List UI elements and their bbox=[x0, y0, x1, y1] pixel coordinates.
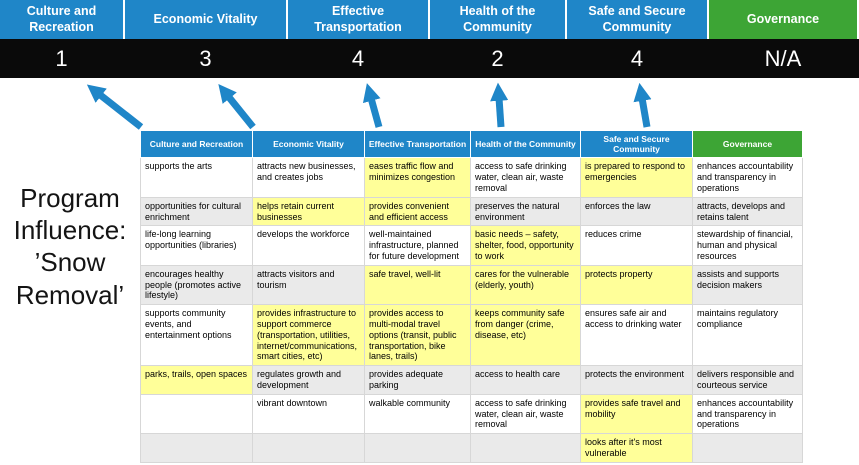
influence-cell: protects the environment bbox=[580, 365, 693, 395]
influence-cell: supports the arts bbox=[140, 157, 253, 198]
influence-cell: helps retain current businesses bbox=[252, 196, 365, 227]
influence-cell bbox=[140, 393, 253, 435]
arrow-up-icon bbox=[633, 82, 652, 128]
influence-cell: delivers responsible and courteous servi… bbox=[692, 365, 803, 395]
pillar-banner-cell: Governance bbox=[709, 0, 857, 39]
pillar-score: 1 bbox=[55, 45, 68, 71]
influence-cell: ensures safe air and access to drinking … bbox=[580, 304, 693, 367]
table-header-health-of-the-community: Health of the Community bbox=[470, 129, 581, 159]
influence-cell: encourages healthy people (promotes acti… bbox=[140, 264, 253, 306]
influence-cell: attracts, develops and retains talent bbox=[692, 196, 803, 227]
score-arrows bbox=[86, 82, 652, 130]
influence-cell: stewardship of financial, human and phys… bbox=[692, 225, 803, 266]
pillar-score: N/A bbox=[764, 45, 802, 71]
influence-cell: basic needs – safety, shelter, food, opp… bbox=[470, 225, 581, 266]
influence-cell: enhances accountability and transparency… bbox=[692, 393, 803, 435]
influence-cell: protects property bbox=[580, 264, 693, 306]
table-row: supports community events, and entertain… bbox=[140, 304, 803, 367]
influence-cell bbox=[252, 433, 365, 463]
influence-cell: maintains regulatory compliance bbox=[692, 304, 803, 367]
influence-cell: reduces crime bbox=[580, 225, 693, 266]
pillar-score: 2 bbox=[491, 45, 504, 71]
table-row: encourages healthy people (promotes acti… bbox=[140, 264, 803, 306]
influence-cell bbox=[364, 433, 471, 463]
table-row: looks after it's most vulnerable bbox=[140, 433, 803, 463]
table-row: life-long learning opportunities (librar… bbox=[140, 225, 803, 266]
influence-cell: looks after it's most vulnerable bbox=[580, 433, 693, 463]
influence-cell: assists and supports decision makers bbox=[692, 264, 803, 306]
pillar-banner-cell: Economic Vitality bbox=[125, 0, 286, 39]
influence-cell: attracts visitors and tourism bbox=[252, 264, 365, 306]
table-header-safe-and-secure-community: Safe and Secure Community bbox=[580, 129, 693, 159]
arrow-up-icon bbox=[362, 83, 383, 128]
pillar-banner-cell: Effective Transportation bbox=[288, 0, 428, 39]
influence-cell: access to health care bbox=[470, 365, 581, 395]
influence-cell: enforces the law bbox=[580, 196, 693, 227]
influence-cell: walkable community bbox=[364, 393, 471, 435]
influence-cell: regulates growth and development bbox=[252, 365, 365, 395]
influence-cell: is prepared to respond to emergencies bbox=[580, 157, 693, 198]
influence-table: Culture and Recreation Economic Vitality E… bbox=[140, 129, 803, 463]
influence-cell: provides infrastructure to support comme… bbox=[252, 304, 365, 367]
pillar-banner-cell: Safe and Secure Community bbox=[567, 0, 707, 39]
pillar-banner-cell: Health of the Community bbox=[430, 0, 565, 39]
influence-cell bbox=[140, 433, 253, 463]
pillar-banner-cell: Culture and Recreation bbox=[0, 0, 123, 39]
influence-cell: enhances accountability and transparency… bbox=[692, 157, 803, 198]
influence-cell bbox=[470, 433, 581, 463]
arrow-up-icon bbox=[218, 84, 256, 130]
table-row: parks, trails, open spaces regulates grow… bbox=[140, 365, 803, 395]
influence-cell bbox=[692, 433, 803, 463]
pillar-score: 3 bbox=[199, 45, 212, 71]
influence-cell: access to safe drinking water, clean air… bbox=[470, 157, 581, 198]
table-row: opportunities for cultural enrichment hel… bbox=[140, 196, 803, 227]
influence-cell: life-long learning opportunities (librar… bbox=[140, 225, 253, 266]
influence-cell: vibrant downtown bbox=[252, 393, 365, 435]
table-header-governance: Governance bbox=[692, 129, 803, 159]
influence-cell: parks, trails, open spaces bbox=[140, 365, 253, 395]
pillar-score: 4 bbox=[630, 45, 644, 71]
program-influence-label: Program Influence: ’Snow Removal’ bbox=[2, 182, 138, 311]
arrow-up-icon bbox=[86, 84, 144, 130]
influence-cell: provides convenient and efficient access bbox=[364, 196, 471, 227]
pillar-banner: Culture and Recreation Economic Vitality E… bbox=[0, 0, 859, 39]
table-header-culture-and-recreation: Culture and Recreation bbox=[140, 129, 253, 159]
influence-cell: safe travel, well-lit bbox=[364, 264, 471, 306]
influence-cell: access to safe drinking water, clean air… bbox=[470, 393, 581, 435]
influence-cell: preserves the natural environment bbox=[470, 196, 581, 227]
influence-cell: attracts new businesses, and creates job… bbox=[252, 157, 365, 198]
influence-cell: eases traffic flow and minimizes congest… bbox=[364, 157, 471, 198]
influence-cell: provides adequate parking bbox=[364, 365, 471, 395]
influence-cell: well-maintained infrastructure, planned … bbox=[364, 225, 471, 266]
pillar-score: 4 bbox=[351, 45, 365, 71]
table-row: supports the arts attracts new businesses… bbox=[140, 157, 803, 198]
influence-cell: develops the workforce bbox=[252, 225, 365, 266]
influence-cell: provides access to multi-modal travel op… bbox=[364, 304, 471, 367]
table-header-effective-transportation: Effective Transportation bbox=[364, 129, 471, 159]
program-label-line: Removal’ bbox=[15, 279, 125, 310]
influence-cell: cares for the vulnerable (elderly, youth… bbox=[470, 264, 581, 306]
program-label-line: Influence: bbox=[13, 215, 127, 246]
influence-cell: opportunities for cultural enrichment bbox=[140, 196, 253, 227]
influence-cell: provides safe travel and mobility bbox=[580, 393, 693, 435]
table-header-economic-vitality: Economic Vitality bbox=[252, 129, 365, 159]
influence-cell: keeps community safe from danger (crime,… bbox=[470, 304, 581, 367]
arrow-up-icon bbox=[490, 82, 509, 128]
table-row: vibrant downtown walkable community access… bbox=[140, 393, 803, 435]
program-label-line: Program bbox=[20, 183, 120, 213]
score-strip: 1 3 4 2 4 N/A bbox=[0, 39, 859, 78]
program-label-line: ’Snow bbox=[34, 247, 106, 278]
influence-cell: supports community events, and entertain… bbox=[140, 304, 253, 367]
